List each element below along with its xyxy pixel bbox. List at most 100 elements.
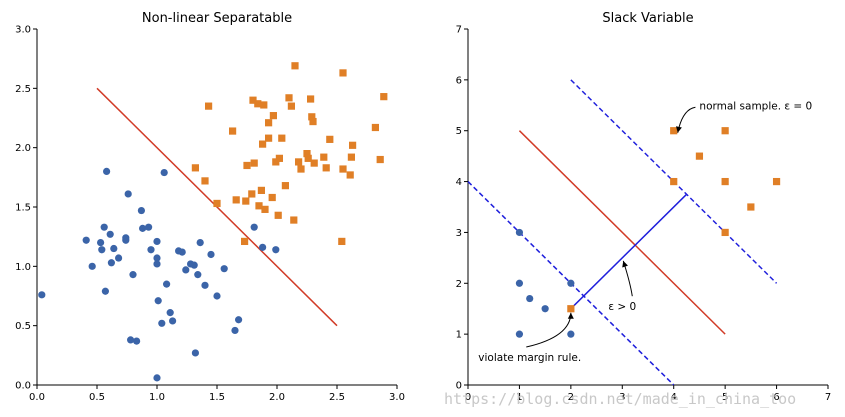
left-data-point-circle <box>158 319 166 327</box>
left-data-point-circle <box>250 223 258 231</box>
right-data-point-square <box>670 127 678 135</box>
right-annotation-arrowhead <box>567 312 574 319</box>
left-data-point-square <box>213 199 221 208</box>
left-data-point-circle <box>160 168 168 177</box>
right-data-point-circle <box>515 330 524 338</box>
left-data-point-circle <box>153 260 161 268</box>
left-data-point-square <box>290 216 298 224</box>
right-annotation-text: violate margin rule. <box>478 352 581 364</box>
left-data-point-circle <box>182 266 190 274</box>
left-data-point-circle <box>272 246 280 254</box>
left-data-point-square <box>339 69 347 77</box>
right-data-point-square <box>567 305 575 313</box>
left-data-point-circle <box>235 316 243 324</box>
left-data-point-square <box>380 93 388 101</box>
left-data-point-square <box>249 96 257 104</box>
watermark: https://blog.csdn.net/made_in_china_too <box>444 390 796 408</box>
left-data-point-square <box>326 135 334 143</box>
right-annotation-text: normal sample. ε = 0 <box>699 100 812 112</box>
left-data-point-square <box>265 119 273 127</box>
left-x-tick-label: 2.5 <box>329 392 345 403</box>
left-data-point-square <box>349 141 357 149</box>
left-data-point-circle <box>97 239 105 247</box>
left-data-point-circle <box>124 190 132 198</box>
right-data-point-circle <box>526 294 534 303</box>
left-data-point-square <box>255 202 263 210</box>
left-data-point-circle <box>194 271 202 279</box>
right-data-point-circle <box>567 330 575 338</box>
left-x-tick-label: 0.0 <box>29 392 45 403</box>
left-data-point-circle <box>163 280 171 288</box>
left-data-point-square <box>339 165 347 173</box>
left-data-point-circle <box>196 239 204 247</box>
left-data-point-square <box>268 193 276 202</box>
left-data-point-square <box>287 102 295 110</box>
left-data-point-circle <box>137 206 145 215</box>
left-data-point-square <box>291 62 299 70</box>
right-x-tick-label: 0 <box>465 392 471 403</box>
left-data-point-square <box>322 164 330 172</box>
right-x-tick-label: 3 <box>619 392 625 403</box>
left-data-point-square <box>241 237 249 246</box>
left-data-point-circle <box>147 246 155 254</box>
right-data-point-square <box>747 203 755 211</box>
left-data-point-circle <box>166 309 174 317</box>
chart-right: Slack Variable 0 1 2 3 4 5 6 7 0 1 2 3 4 5 6 7 normal sa… <box>456 11 832 403</box>
left-data-point-square <box>259 140 267 148</box>
left-data-point-circle <box>127 336 135 344</box>
left-data-point-square <box>303 150 311 158</box>
right-slack-distance-line <box>570 193 688 310</box>
left-data-point-circle <box>110 244 118 253</box>
left-data-point-circle <box>153 254 161 262</box>
left-data-point-circle <box>38 291 46 299</box>
left-data-point-square <box>295 158 303 166</box>
left-data-point-circle <box>207 250 215 259</box>
left-data-point-circle <box>115 254 123 262</box>
left-x-tick-label: 2.0 <box>269 392 285 403</box>
left-data-point-circle <box>107 259 115 267</box>
left-data-point-square <box>232 196 240 204</box>
right-data-point-circle <box>567 279 575 287</box>
left-data-point-circle <box>100 223 108 231</box>
chart-left-title: Non-linear Separatable <box>142 11 292 26</box>
left-data-point-square <box>274 211 282 219</box>
left-data-point-square <box>248 190 256 198</box>
left-data-point-circle <box>82 236 90 244</box>
left-data-point-square <box>347 153 355 161</box>
left-data-point-square <box>254 100 262 108</box>
left-data-point-circle <box>153 374 161 382</box>
right-data-point-circle <box>541 305 549 313</box>
left-data-point-square <box>346 171 354 179</box>
right-x-tick-label: 2 <box>568 392 574 403</box>
left-data-point-square <box>371 123 379 132</box>
left-data-point-circle <box>191 349 199 357</box>
left-y-tick-label: 1.5 <box>15 203 31 214</box>
right-y-tick-label: 4 <box>456 177 462 188</box>
left-data-point-square <box>376 155 384 164</box>
left-data-point-square <box>320 153 328 161</box>
left-data-point-square <box>278 134 286 142</box>
left-data-point-square <box>191 164 199 172</box>
right-y-tick-label: 5 <box>456 126 462 137</box>
left-data-point-square <box>242 197 250 205</box>
right-x-tick-label: 1 <box>516 392 522 403</box>
left-data-point-circle <box>178 248 186 256</box>
left-data-point-square <box>275 154 283 162</box>
left-data-point-square <box>281 182 289 190</box>
left-data-point-circle <box>220 265 228 273</box>
right-y-tick-label: 2 <box>456 279 462 290</box>
right-data-point-square <box>721 177 729 186</box>
right-data-point-square <box>721 127 729 135</box>
left-y-tick-label: 2.5 <box>15 84 31 95</box>
left-data-point-circle <box>153 237 161 246</box>
left-data-point-square <box>265 134 273 142</box>
left-data-point-square <box>308 113 316 121</box>
right-x-tick-label: 6 <box>773 392 779 403</box>
left-x-tick-label: 1.0 <box>149 392 165 403</box>
chart-right-title: Slack Variable <box>602 11 693 26</box>
left-data-point-circle <box>231 326 239 335</box>
left-data-point-square <box>243 161 251 170</box>
left-y-tick-label: 1.0 <box>15 262 31 273</box>
right-annotation-arrow <box>526 312 572 348</box>
